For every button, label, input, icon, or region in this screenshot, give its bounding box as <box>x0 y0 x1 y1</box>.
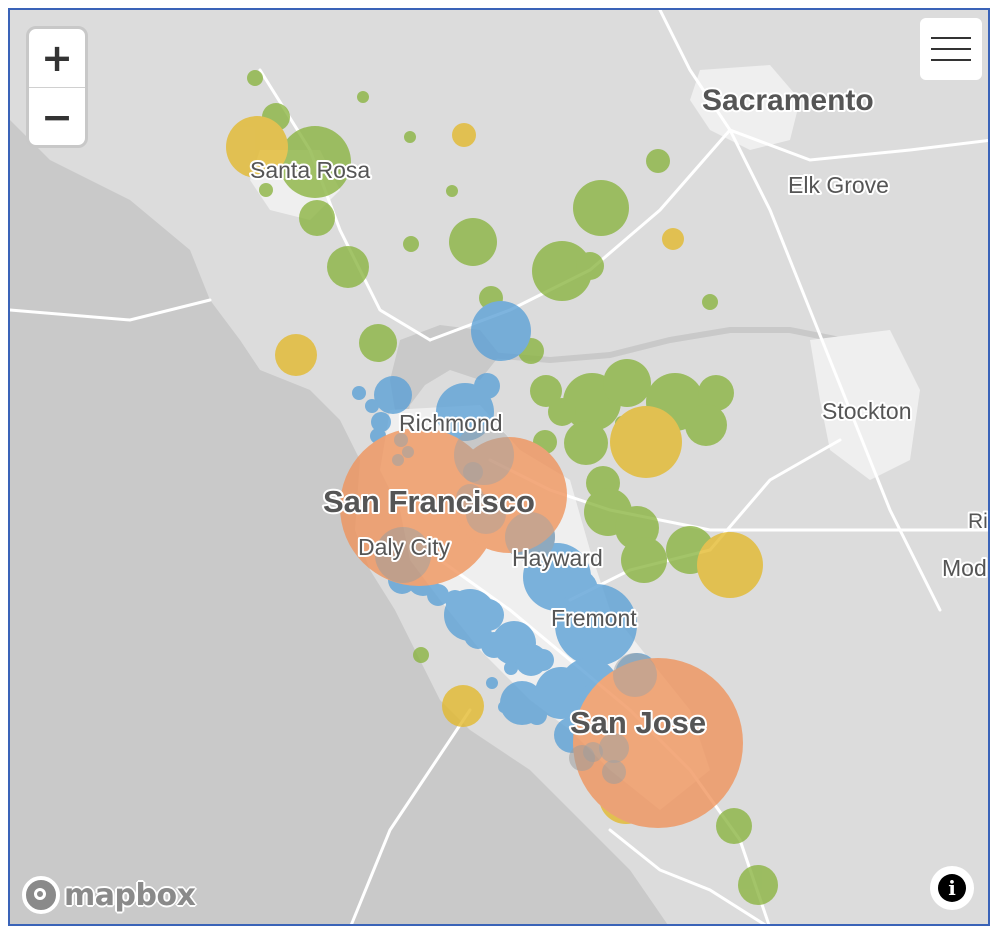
info-icon: i <box>938 874 966 902</box>
bubble-green[interactable] <box>716 808 752 844</box>
bubble-green[interactable] <box>621 537 667 583</box>
bubble-overlap <box>602 760 626 784</box>
bubble-overlap <box>392 454 404 466</box>
zoom-in-button[interactable]: + <box>29 29 85 88</box>
hamburger-icon <box>931 37 971 39</box>
bubble-green[interactable] <box>357 91 369 103</box>
bubble-blue[interactable] <box>504 661 518 675</box>
bubble-overlap <box>569 745 595 771</box>
data-bubbles <box>226 70 778 905</box>
label-san-jose: San Jose <box>570 705 706 740</box>
label-elk-grove: Elk Grove <box>788 172 889 198</box>
place-labels: Sacramento Elk Grove Santa Rosa Stockton… <box>248 82 990 742</box>
bubble-green[interactable] <box>702 294 718 310</box>
bubble-overlap <box>454 425 514 485</box>
bubble-green[interactable] <box>564 421 608 465</box>
bubble-blue[interactable] <box>555 584 637 666</box>
bubble-green[interactable] <box>403 236 419 252</box>
bubble-overlap <box>466 494 506 534</box>
bubble-blue[interactable] <box>371 412 391 432</box>
bubble-overlap <box>375 527 431 583</box>
info-button[interactable]: i <box>930 866 974 910</box>
label-sacramento: Sacramento <box>702 84 874 117</box>
bubble-green[interactable] <box>413 647 429 663</box>
bubble-overlap <box>394 433 408 447</box>
bubble-green[interactable] <box>247 70 263 86</box>
bubble-blue[interactable] <box>374 376 412 414</box>
bubble-orange[interactable] <box>451 437 567 553</box>
bubble-green[interactable] <box>404 131 416 143</box>
zoom-control: + − <box>26 26 88 148</box>
bubble-green[interactable] <box>576 252 604 280</box>
bubble-blue[interactable] <box>532 649 554 671</box>
bubble-orange[interactable] <box>573 658 743 828</box>
bubble-green[interactable] <box>359 324 397 362</box>
bubble-green[interactable] <box>279 126 351 198</box>
bubble-green[interactable] <box>446 185 458 197</box>
delta <box>489 327 841 364</box>
bubble-overlap <box>463 462 483 482</box>
bubble-blue[interactable] <box>498 701 510 713</box>
map-container[interactable]: Sacramento Elk Grove Santa Rosa Stockton… <box>8 8 990 926</box>
label-san-francisco: San Francisco <box>323 484 535 519</box>
bubble-yellow[interactable] <box>697 532 763 598</box>
bubble-overlap <box>599 733 629 763</box>
label-daly-city: Daly City <box>358 534 451 560</box>
bubble-green[interactable] <box>532 241 592 301</box>
menu-button[interactable] <box>920 18 982 80</box>
zoom-out-button[interactable]: − <box>41 95 73 139</box>
bubble-green[interactable] <box>327 246 369 288</box>
bubble-blue[interactable] <box>471 301 531 361</box>
mapbox-logo-icon <box>22 876 60 914</box>
bubble-blue[interactable] <box>436 383 494 441</box>
bubble-green[interactable] <box>548 398 576 426</box>
bubble-overlap <box>613 653 657 697</box>
label-santa-rosa: Santa Rosa <box>250 157 370 183</box>
bubble-yellow[interactable] <box>275 334 317 376</box>
bubble-green[interactable] <box>259 183 273 197</box>
bubble-blue[interactable] <box>352 386 366 400</box>
bubble-yellow[interactable] <box>610 406 682 478</box>
ocean <box>10 120 668 924</box>
bubble-overlap <box>583 742 603 762</box>
bubble-green[interactable] <box>573 180 629 236</box>
label-mod: Mod <box>942 555 987 581</box>
bubble-yellow[interactable] <box>442 685 484 727</box>
bubble-green[interactable] <box>698 375 734 411</box>
bubble-blue[interactable] <box>474 373 500 399</box>
bubble-blue[interactable] <box>486 677 498 689</box>
bubble-overlap <box>456 484 484 512</box>
bubble-blue[interactable] <box>427 584 449 606</box>
hamburger-icon-line <box>931 59 971 61</box>
bubble-blue[interactable] <box>365 399 379 413</box>
bubble-yellow[interactable] <box>226 116 288 178</box>
bubble-green[interactable] <box>530 375 562 407</box>
bubble-blue[interactable] <box>527 705 547 725</box>
bubble-overlap <box>402 446 414 458</box>
label-stockton: Stockton <box>822 398 912 424</box>
mapbox-logo-text: mapbox <box>64 877 196 913</box>
label-fremont: Fremont <box>551 605 637 631</box>
bubble-green[interactable] <box>738 865 778 905</box>
bubble-green[interactable] <box>603 359 651 407</box>
map-canvas[interactable]: Sacramento Elk Grove Santa Rosa Stockton… <box>10 10 990 926</box>
bubble-overlap <box>505 512 555 562</box>
hamburger-icon-line <box>931 48 971 50</box>
bubble-yellow[interactable] <box>452 123 476 147</box>
label-richmond: Richmond <box>399 410 503 436</box>
bubble-green[interactable] <box>685 404 727 446</box>
bubble-green[interactable] <box>299 200 335 236</box>
bubble-yellow[interactable] <box>662 228 684 250</box>
mapbox-logo[interactable]: mapbox <box>22 876 196 914</box>
bubble-green[interactable] <box>449 218 497 266</box>
bubble-green[interactable] <box>646 149 670 173</box>
label-hayward: Hayward <box>512 545 603 571</box>
label-riv: Riv <box>968 510 990 533</box>
